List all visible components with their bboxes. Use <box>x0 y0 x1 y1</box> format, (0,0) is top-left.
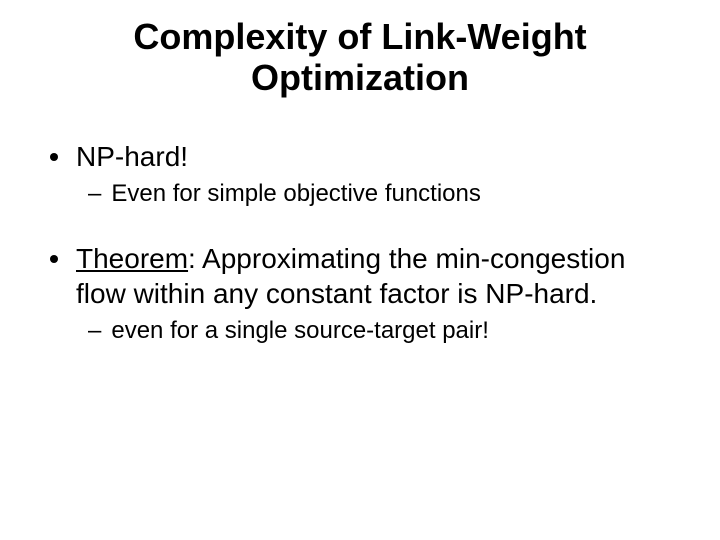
slide-title: Complexity of Link-Weight Optimization <box>50 16 670 99</box>
dash-icon: – <box>88 178 101 209</box>
subbullet-simple-objective: – Even for simple objective functions <box>88 178 670 209</box>
dash-icon: – <box>88 315 101 346</box>
bullet-theorem-text: Theorem: Approximating the min-congestio… <box>76 241 670 311</box>
subbullet-single-pair: – even for a single source-target pair! <box>88 315 670 346</box>
title-line-1: Complexity of Link-Weight <box>133 16 586 57</box>
subbullet-single-pair-text: even for a single source-target pair! <box>111 315 489 346</box>
theorem-label: Theorem <box>76 243 188 274</box>
bullet-nphard: NP-hard! <box>50 139 670 174</box>
slide: Complexity of Link-Weight Optimization N… <box>0 0 720 540</box>
bullet-dot-icon <box>50 153 58 161</box>
bullet-dot-icon <box>50 255 58 263</box>
bullet-theorem: Theorem: Approximating the min-congestio… <box>50 241 670 311</box>
title-line-2: Optimization <box>251 57 469 98</box>
bullet-nphard-text: NP-hard! <box>76 139 188 174</box>
subbullet-simple-objective-text: Even for simple objective functions <box>111 178 481 209</box>
